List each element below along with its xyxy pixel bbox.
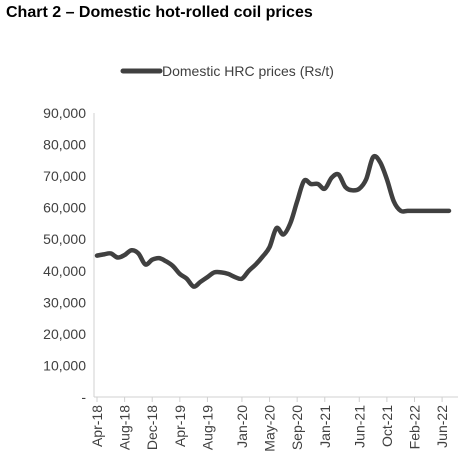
y-tick-label: 60,000 bbox=[43, 200, 86, 216]
series-line-domestic-hrc-prices bbox=[94, 154, 452, 289]
x-tick-label: Dec-18 bbox=[144, 405, 160, 450]
chart-title: Chart 2 – Domestic hot-rolled coil price… bbox=[6, 4, 313, 21]
series-group bbox=[94, 154, 452, 289]
y-axis-ticks: - 10,000 20,000 30,000 40,000 50,000 60,000 70,… bbox=[43, 105, 86, 405]
y-tick-label: 30,000 bbox=[43, 294, 86, 310]
x-tick-label: Jun-21 bbox=[351, 405, 367, 448]
y-tick-label: 20,000 bbox=[43, 326, 86, 342]
y-tick-label: 70,000 bbox=[43, 168, 86, 184]
y-tick-label: 10,000 bbox=[43, 357, 86, 373]
x-tick-label: Jan-21 bbox=[317, 405, 333, 448]
y-tick-label: 80,000 bbox=[43, 137, 86, 153]
y-tick-label: 50,000 bbox=[43, 231, 86, 247]
legend: Domestic HRC prices (Rs/t) bbox=[120, 63, 334, 79]
x-tick-label: May-20 bbox=[262, 405, 278, 452]
x-tick-label: Sep-20 bbox=[289, 405, 305, 450]
legend-label: Domestic HRC prices (Rs/t) bbox=[162, 63, 334, 79]
x-tick-label: Jan-20 bbox=[234, 405, 250, 448]
x-tick-label: Apr-18 bbox=[89, 405, 105, 447]
y-tick-label: 40,000 bbox=[43, 263, 86, 279]
x-tick-label: Aug-19 bbox=[199, 405, 215, 450]
x-tick-label: Jun-22 bbox=[434, 405, 450, 448]
x-tick-label: Oct-21 bbox=[379, 405, 395, 447]
y-tick-label: 90,000 bbox=[43, 105, 86, 121]
y-tick-label: - bbox=[81, 389, 86, 405]
x-tick-label: Feb-22 bbox=[406, 405, 422, 450]
x-axis-ticks: Apr-18 Aug-18 Dec-18 Apr-19 Aug-19 Jan-20 May-… bbox=[89, 397, 450, 452]
x-tick-label: Apr-19 bbox=[172, 405, 188, 447]
x-tick-label: Aug-18 bbox=[117, 405, 133, 450]
